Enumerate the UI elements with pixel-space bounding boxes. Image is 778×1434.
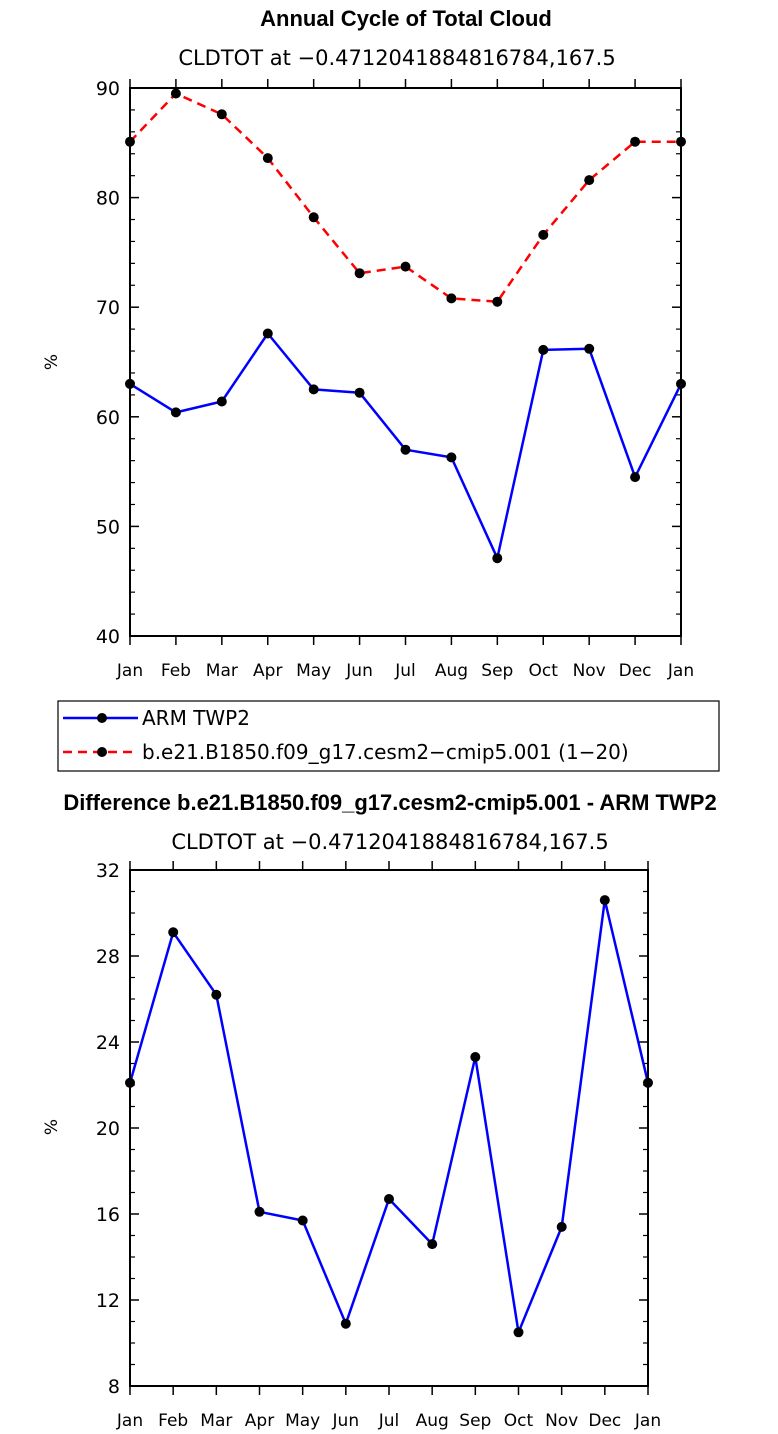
x-tick-label: Jan [634,1411,661,1431]
data-point [168,927,179,938]
x-tick-label: Feb [158,1411,188,1431]
chart-2-y-tick-labels: 8 12 16 20 24 28 32 [96,860,120,1398]
legend-marker-model [97,747,107,757]
x-tick-label: Jan [667,661,694,681]
x-tick-label: May [285,1411,320,1431]
chart-1-y-tick-labels: 40 50 60 70 80 90 [96,78,120,648]
data-point [211,989,222,1000]
data-point [446,452,457,463]
data-point [584,175,595,186]
data-point [400,261,411,272]
data-point [354,387,365,398]
chart-1-title: Annual Cycle of Total Cloud [260,6,552,31]
chart-2-ylabel: % [42,1119,62,1135]
data-point [630,136,641,147]
y-tick-label: 50 [96,516,120,538]
x-tick-label: Jul [378,1411,400,1431]
data-point [254,1206,265,1217]
chart-1-plot-frame [129,87,682,637]
legend-box [57,700,720,772]
x-tick-label: Aug [416,1411,449,1431]
data-point [384,1194,394,1204]
data-point [492,553,503,564]
y-tick-label: 20 [96,1118,120,1140]
data-point [630,472,641,483]
x-tick-label: Aug [435,661,468,681]
y-tick-label: 8 [108,1376,120,1398]
chart-2-title: Difference b.e21.B1850.f09_g17.cesm2-cmi… [63,790,716,815]
y-tick-label: 32 [96,860,120,882]
y-tick-label: 16 [96,1204,120,1226]
data-point [470,1052,481,1062]
x-tick-label: Mar [206,661,238,681]
x-tick-label: Dec [588,1411,621,1431]
legend-marker-arm [97,713,107,723]
x-tick-label: Jan [116,661,143,681]
x-tick-label: Nov [573,661,606,681]
data-point [308,212,319,223]
chart-1-ylabel: % [42,354,62,370]
data-point [446,293,457,304]
data-point [492,296,503,307]
x-tick-label: Sep [481,661,513,681]
data-point [216,396,227,407]
chart-1-ticks [129,79,682,645]
legend: ARM TWP2 b.e21.B1850.f09_g17.cesm2−cmip5… [57,700,720,772]
x-tick-label: Sep [459,1411,491,1431]
y-tick-label: 60 [96,407,120,429]
x-tick-label: Apr [245,1411,274,1431]
legend-label-model: b.e21.B1850.f09_g17.cesm2−cmip5.001 (1−2… [142,740,629,764]
data-point [308,384,319,395]
y-tick-label: 28 [96,946,120,968]
legend-label-arm: ARM TWP2 [142,706,250,730]
x-tick-label: Apr [253,661,282,681]
x-tick-label: Mar [200,1411,232,1431]
annual-cycle-chart: Annual Cycle of Total Cloud CLDTOT at −0… [42,6,694,681]
x-tick-label: Jul [394,661,416,681]
x-tick-label: Feb [161,661,191,681]
chart-2-plot-frame [129,869,649,1387]
chart-2-subtitle: CLDTOT at −0.4712041884816784,167.5 [171,830,608,854]
chart-2-series [125,895,653,1338]
y-tick-label: 90 [96,78,120,100]
data-point [216,109,227,120]
series-line-0 [128,898,650,1334]
data-point [170,88,181,99]
chart-1-subtitle: CLDTOT at −0.4712041884816784,167.5 [178,46,615,70]
difference-chart: Difference b.e21.B1850.f09_g17.cesm2-cmi… [42,790,717,1431]
data-point [538,344,549,355]
data-point [538,229,549,240]
data-point [354,268,365,279]
y-tick-label: 12 [96,1290,120,1312]
chart-1-series [125,88,686,564]
data-point [340,1318,351,1329]
x-tick-label: Oct [529,661,559,681]
data-point [584,343,595,354]
x-tick-label: Dec [619,661,652,681]
y-tick-label: 24 [96,1032,120,1054]
chart-2-ticks [129,861,649,1395]
data-point [170,407,181,418]
x-tick-label: May [296,661,331,681]
x-tick-label: Nov [545,1411,578,1431]
data-point [400,444,411,455]
data-point [556,1221,567,1232]
data-point [513,1327,524,1338]
chart-1-x-tick-labels: Jan Feb Mar Apr May Jun Jul Aug Sep Oct Nov Dec Jan [116,661,694,681]
x-tick-label: Oct [504,1411,534,1431]
y-tick-label: 80 [96,188,120,210]
data-point [262,328,273,339]
data-point [297,1215,308,1226]
y-tick-label: 70 [96,297,120,319]
data-point [262,153,273,164]
data-point [599,895,610,906]
chart-2-x-tick-labels: Jan Feb Mar Apr May Jun Jul Aug Sep Oct Nov Dec Jan [116,1411,661,1431]
y-tick-label: 40 [96,626,120,648]
x-tick-label: Jun [345,661,373,681]
x-tick-label: Jan [116,1411,143,1431]
data-point [427,1239,438,1250]
x-tick-label: Jun [332,1411,360,1431]
